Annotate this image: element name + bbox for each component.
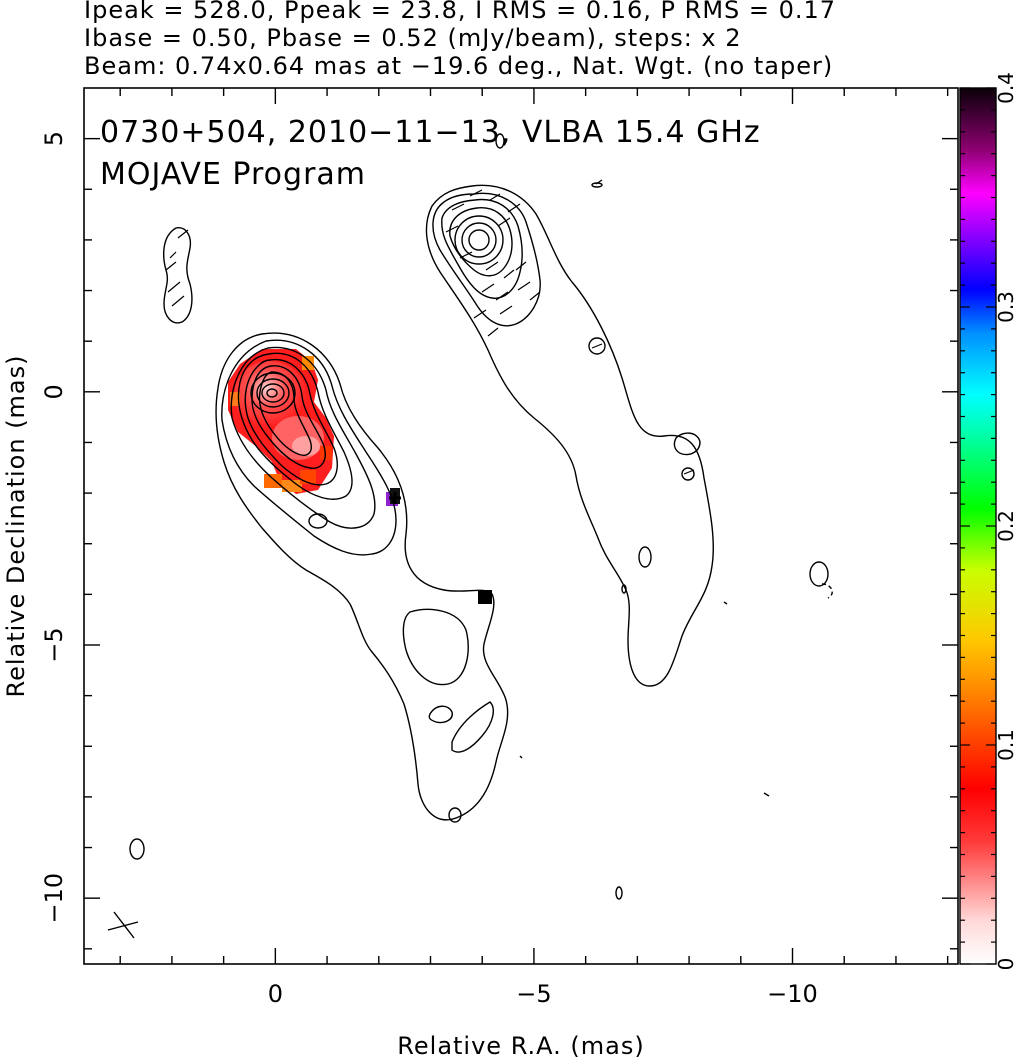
plot-frame xyxy=(83,87,959,965)
contour-island-2 xyxy=(428,705,453,724)
contour-level-11 xyxy=(266,388,278,398)
contour-level-2 xyxy=(221,339,397,556)
contour-island-e xyxy=(621,584,627,594)
contour-nw-4 xyxy=(449,207,513,277)
map-layer xyxy=(107,133,833,939)
y-tick-label: −10 xyxy=(40,873,68,924)
contour-island-c xyxy=(681,467,695,481)
contour-island-b xyxy=(673,432,701,456)
y-tick-label: 5 xyxy=(40,131,68,146)
x-tick-label: 0 xyxy=(268,980,283,1008)
contour-island-top xyxy=(495,133,505,149)
colorbar-ticks xyxy=(960,87,996,965)
contour-level-4 xyxy=(237,352,353,500)
plot-title: 0730+504, 2010−11−13, VLBA 15.4 GHz xyxy=(100,115,761,150)
y-tick-label: −5 xyxy=(40,627,68,662)
colorbar-tick-label: 0.2 xyxy=(994,510,1018,542)
contour-island-1 xyxy=(402,608,469,686)
y-tick-label: 0 xyxy=(40,384,68,399)
contour-island-4 xyxy=(448,807,462,823)
y-tick-labels: 5 0 −5 −10 xyxy=(40,131,68,924)
contour-nw-envelope xyxy=(425,184,714,687)
contour-level-9 xyxy=(256,378,290,408)
contour-dot-2 xyxy=(519,755,523,759)
colorbar-tick-label: 0.4 xyxy=(994,72,1018,104)
contour-nw-2 xyxy=(432,192,541,327)
contour-island-d xyxy=(638,546,652,568)
contour-level-8 xyxy=(250,372,296,414)
contour-nw-6 xyxy=(461,222,497,258)
contour-nw-3 xyxy=(441,198,523,299)
contour-level-10 xyxy=(261,383,285,403)
x-axis-label: Relative R.A. (mas) xyxy=(397,1032,644,1060)
x-tick-label: −10 xyxy=(767,980,818,1008)
header-line-3: Beam: 0.74x0.64 mas at −19.6 deg., Nat. … xyxy=(84,52,834,80)
contour-nw-5 xyxy=(454,215,504,265)
colorbar-tick-label: 0 xyxy=(994,958,1018,971)
x-tick-labels: 0 −5 −10 xyxy=(268,980,818,1008)
contour-island-f xyxy=(809,561,829,587)
contour-level-3 xyxy=(230,346,376,529)
pol-marker-1 xyxy=(389,492,401,504)
y-axis-label: Relative Declination (mas) xyxy=(2,354,30,697)
evpa-vectors xyxy=(107,179,695,939)
contour-island-a xyxy=(588,337,606,355)
intensity-contours xyxy=(129,133,833,900)
colorbar-tick-labels: 0 0.1 0.2 0.3 0.4 xyxy=(994,72,1018,970)
header-line-2: Ibase = 0.50, Pbase = 0.52 (mJy/beam), s… xyxy=(84,24,742,52)
pol-marker-2 xyxy=(479,591,491,603)
colorbar-tick-label: 0.1 xyxy=(994,729,1018,761)
contour-dot-3 xyxy=(763,792,770,797)
contour-knot xyxy=(308,513,328,529)
contour-island-i xyxy=(129,838,145,860)
x-tick-label: −5 xyxy=(516,980,551,1008)
contour-left-island xyxy=(163,227,193,324)
colorbar-tick-label: 0.3 xyxy=(994,291,1018,323)
contour-dot-1 xyxy=(723,601,728,605)
contour-island-3 xyxy=(451,701,494,753)
polarization-color-map xyxy=(228,349,492,604)
contour-nw-7 xyxy=(468,229,490,251)
contour-island-g xyxy=(821,583,833,599)
axis-ticks xyxy=(84,88,958,964)
contour-island-h xyxy=(615,886,623,900)
plot-subtitle: MOJAVE Program xyxy=(100,157,366,192)
contour-outer-envelope xyxy=(215,332,509,821)
header-line-1: Ipeak = 528.0, Ppeak = 23.8, I RMS = 0.1… xyxy=(84,0,837,24)
contour-level-5 xyxy=(244,358,338,486)
